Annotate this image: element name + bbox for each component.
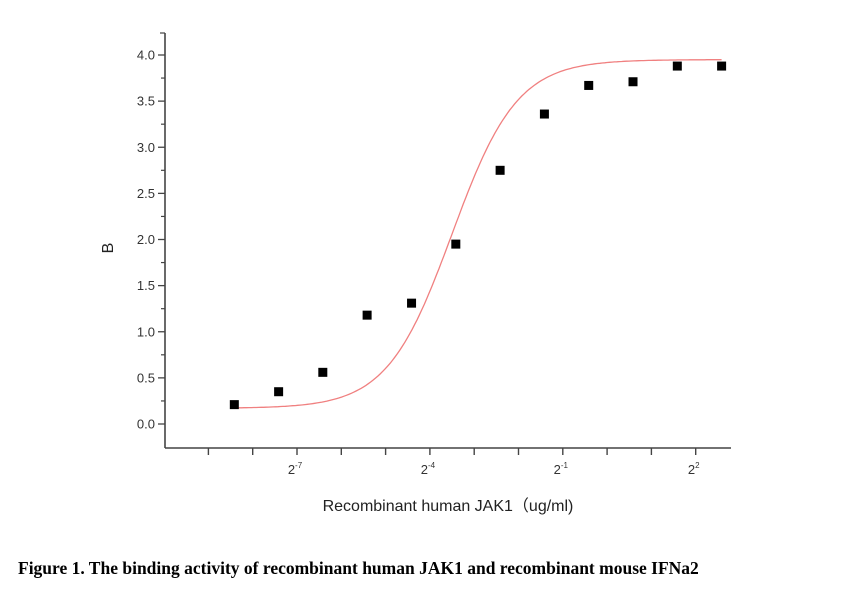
data-point xyxy=(495,165,505,175)
figure-caption: Figure 1. The binding activity of recomb… xyxy=(18,558,699,578)
y-tick-label: 2.5 xyxy=(137,186,155,201)
x-tick-label: 22 xyxy=(688,461,700,477)
x-axis: 2-7 2-4 2-1 22 xyxy=(165,447,731,477)
y-tick-label: 0.0 xyxy=(137,417,155,432)
y-tick-label: 1.5 xyxy=(137,278,155,293)
data-point xyxy=(362,310,372,320)
data-point xyxy=(672,61,682,71)
x-tick-label: 2-1 xyxy=(554,461,569,477)
data-point xyxy=(274,387,284,397)
data-point xyxy=(717,61,727,71)
chart: 0.00.51.01.52.02.53.03.54.0 2-7 2-4 2-1 22 … xyxy=(100,32,731,515)
fit-curve xyxy=(234,59,722,409)
data-point xyxy=(318,367,328,377)
data-point xyxy=(407,298,417,308)
data-point xyxy=(539,109,549,119)
data-point xyxy=(584,80,594,90)
data-points xyxy=(229,61,727,410)
x-tick-label: 2-7 xyxy=(288,461,303,477)
data-point xyxy=(451,239,461,249)
y-axis-title: B xyxy=(100,243,117,254)
x-tick-label: 2-4 xyxy=(421,461,436,477)
data-point xyxy=(229,400,239,410)
data-point xyxy=(628,77,638,87)
y-tick-label: 4.0 xyxy=(137,48,155,63)
y-tick-label: 0.5 xyxy=(137,370,155,385)
y-tick-label: 1.0 xyxy=(137,324,155,339)
y-axis: 0.0 0.5 1.0 1.5 2.0 2.5 3.0 3.5 4.0 xyxy=(137,32,166,448)
y-tick-label: 3.0 xyxy=(137,140,155,155)
y-tick-label: 2.0 xyxy=(137,232,155,247)
y-tick-label: 3.5 xyxy=(137,94,155,109)
x-axis-title: Recombinant human JAK1（ug/ml) xyxy=(323,497,574,515)
